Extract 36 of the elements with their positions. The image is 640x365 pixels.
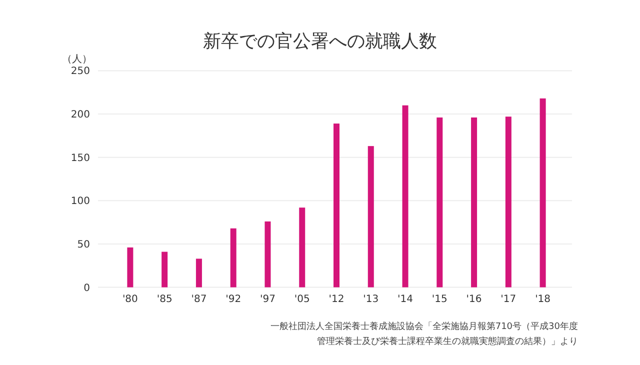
y-axis-title: （人） (62, 54, 92, 65)
x-tick-label: '80 (122, 294, 138, 305)
y-tick-label: 50 (77, 239, 90, 250)
x-tick-label: '16 (466, 294, 482, 305)
bar (196, 258, 202, 288)
y-tick-label: 100 (70, 196, 90, 208)
y-tick-label: 250 (70, 66, 90, 78)
x-tick-label: '05 (294, 294, 310, 305)
bar (471, 117, 478, 288)
bar (264, 221, 271, 288)
x-tick-label: '12 (328, 294, 344, 305)
bar (299, 208, 306, 288)
bar (162, 252, 168, 288)
bar (368, 146, 374, 288)
x-tick-label: '15 (432, 294, 448, 305)
text: 一般社団法人全国栄養士養成施設協会「全栄施協月報第710号（平成30年度 (270, 321, 578, 332)
bar (505, 116, 512, 288)
x-tick-label: '13 (363, 294, 379, 305)
y-tick-label: 0 (84, 282, 90, 294)
x-tick-label: '87 (191, 294, 207, 305)
bar (402, 105, 408, 288)
bar (334, 124, 340, 288)
x-tick-label: '17 (500, 294, 516, 305)
x-tick-label: '97 (260, 294, 276, 305)
bar (230, 228, 236, 288)
bar (127, 247, 134, 288)
y-tick-label: 200 (70, 110, 90, 121)
y-tick-label: 150 (70, 152, 90, 164)
bar (540, 98, 546, 288)
text: 管理栄養士及び栄養士課程卒業生の就職実態調査の結果）」より (317, 336, 578, 347)
x-tick-label: '18 (535, 294, 551, 305)
x-tick-label: '14 (398, 294, 414, 305)
bar (436, 117, 443, 288)
x-tick-label: '92 (226, 294, 242, 305)
x-tick-label: '85 (156, 294, 172, 305)
chart-title: 新卒での官公署への就職人数 (203, 31, 437, 52)
